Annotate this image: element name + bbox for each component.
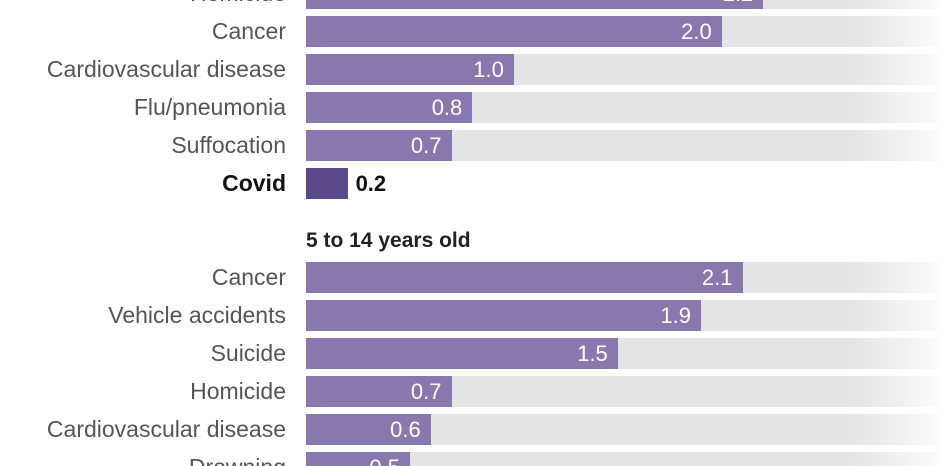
bar-g1-homicide [306,376,452,407]
category-label-g1-cardiovascular-disease: Cardiovascular disease [46,416,286,442]
category-label-g0-covid: Covid [222,170,286,196]
value-label-g0-suffocation: 0.7 [410,133,442,158]
value-label-g0-covid: 0.2 [355,171,387,196]
category-label-g1-cancer: Cancer [211,264,286,290]
bar-g0-suffocation [306,130,452,161]
category-label-g0-suffocation: Suffocation [171,132,286,158]
category-label-g0-cancer: Cancer [211,18,286,44]
bar-g1-drowning [306,452,410,466]
category-label-g1-drowning: Drowning [189,456,286,466]
value-label-g1-drowning: 0.5 [369,457,400,466]
value-label-g1-cardiovascular-disease: 0.6 [390,417,421,442]
bar-g1-cancer [306,262,743,293]
bar-g0-flu-pneumonia [306,92,473,123]
bar-g1-suicide [306,338,618,369]
value-label-g0-homicide: 2.2 [723,0,754,5]
bar-g0-homicide [306,0,764,9]
value-label-g1-cancer: 2.1 [701,265,733,290]
value-label-g0-cardiovascular-disease: 1.0 [473,57,504,82]
value-label-g0-cancer: 2.0 [681,19,712,44]
category-label-g0-flu-pneumonia: Flu/pneumonia [133,94,286,120]
bar-g0-covid [306,168,348,199]
bar-g1-vehicle-accidents [306,300,701,331]
bar-g0-cardiovascular-disease [306,54,514,85]
category-label-g0-cardiovascular-disease: Cardiovascular disease [46,56,286,82]
category-label-g1-homicide: Homicide [190,378,286,404]
value-label-g1-vehicle-accidents: 1.9 [660,303,691,328]
value-label-g0-flu-pneumonia: 0.8 [431,95,463,120]
bar-g0-cancer [306,16,722,47]
value-label-g1-homicide: 0.7 [410,379,442,404]
bar-track-g1-drowning [306,452,940,466]
category-label-g1-suicide: Suicide [210,340,286,366]
section-title-5-to-14: 5 to 14 years old [306,229,471,252]
bar-g1-cardiovascular-disease [306,414,431,445]
value-label-g1-suicide: 1.5 [577,341,608,366]
category-label-g1-vehicle-accidents: Vehicle accidents [108,302,286,328]
category-label-g0-homicide: Homicide [190,0,286,5]
